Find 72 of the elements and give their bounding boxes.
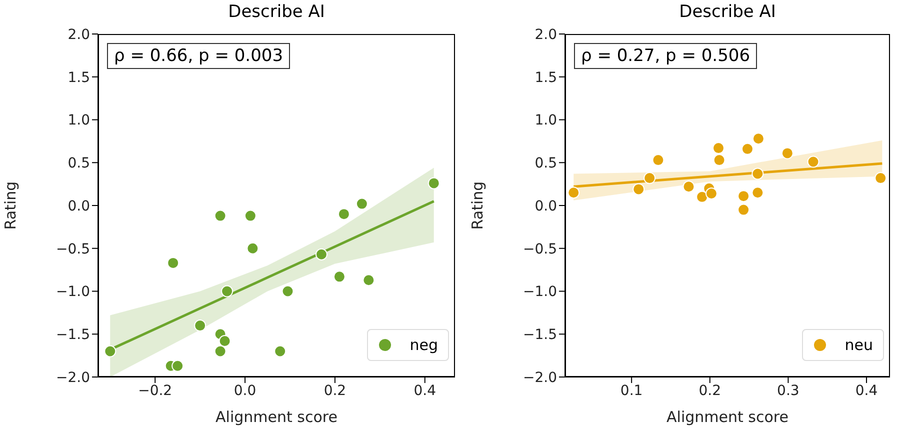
- point: [246, 242, 259, 254]
- point: [568, 186, 580, 199]
- point: [274, 345, 286, 358]
- y-tick-label: 1.0: [68, 112, 90, 129]
- y-tick-label: −1.5: [523, 327, 557, 344]
- point: [194, 320, 206, 332]
- point: [315, 248, 328, 260]
- point: [356, 198, 368, 210]
- point: [428, 177, 440, 190]
- point: [338, 208, 350, 220]
- x-tick-label: 0.3: [777, 382, 800, 399]
- point: [244, 210, 256, 222]
- legend-label: neu: [844, 336, 873, 354]
- x-tick-label: 0.4: [855, 382, 878, 399]
- point: [696, 190, 708, 203]
- y-tick-label: −2.0: [523, 370, 557, 386]
- point: [652, 154, 664, 166]
- point: [362, 274, 375, 286]
- point: [781, 147, 794, 160]
- y-tick-label: 0.0: [534, 198, 557, 214]
- x-tick-label: 0.1: [620, 382, 643, 399]
- x-tick-label: −0.2: [138, 382, 172, 399]
- point: [214, 345, 226, 358]
- point: [172, 360, 184, 372]
- y-axis-title: Rating: [1, 181, 20, 230]
- y-tick-label: −2.0: [56, 370, 90, 386]
- point: [333, 270, 346, 283]
- point: [221, 285, 234, 298]
- y-tick-label: 0.5: [534, 156, 557, 172]
- chart-title: Describe AI: [678, 2, 777, 22]
- y-tick-label: 1.5: [68, 70, 90, 86]
- point: [712, 142, 724, 154]
- point: [713, 154, 726, 166]
- point: [807, 156, 820, 168]
- x-axis-title: Alignment score: [666, 408, 788, 426]
- point: [738, 204, 750, 216]
- x-axis-title: Alignment score: [216, 408, 338, 426]
- y-tick-label: −0.5: [56, 241, 90, 258]
- y-tick-label: 2.0: [534, 26, 557, 43]
- x-tick-label: 0.2: [698, 382, 722, 399]
- x-tick-label: 0.4: [414, 382, 436, 399]
- y-tick-label: −1.0: [56, 284, 90, 300]
- y-tick-label: 0.0: [68, 198, 90, 214]
- chart-title: Describe AI: [227, 2, 326, 22]
- point: [214, 210, 226, 222]
- y-tick-label: 2.0: [68, 26, 90, 43]
- y-tick-label: −0.5: [523, 241, 557, 258]
- annotation: ρ = 0.27, p = 0.506: [574, 43, 758, 69]
- x-tick-label: 0.2: [324, 382, 346, 399]
- point: [167, 256, 180, 269]
- point: [682, 180, 695, 193]
- point: [741, 142, 754, 155]
- point: [738, 190, 750, 202]
- point: [705, 187, 718, 200]
- point: [632, 183, 645, 196]
- point: [752, 186, 764, 199]
- y-tick-label: 1.0: [534, 112, 557, 129]
- y-axis-title: Rating: [468, 181, 486, 230]
- y-tick-label: 0.5: [68, 156, 90, 172]
- annotation: ρ = 0.66, p = 0.003: [107, 43, 290, 69]
- point: [104, 345, 116, 358]
- point: [752, 132, 764, 145]
- legend-label: neg: [410, 336, 438, 354]
- point: [874, 172, 887, 184]
- x-tick-label: 0.0: [234, 382, 256, 399]
- point: [752, 168, 764, 180]
- y-tick-label: −1.5: [56, 327, 90, 344]
- point: [218, 334, 231, 347]
- y-tick-label: −1.0: [523, 284, 557, 300]
- point: [644, 172, 656, 184]
- y-tick-label: 1.5: [534, 70, 557, 86]
- point: [282, 285, 294, 298]
